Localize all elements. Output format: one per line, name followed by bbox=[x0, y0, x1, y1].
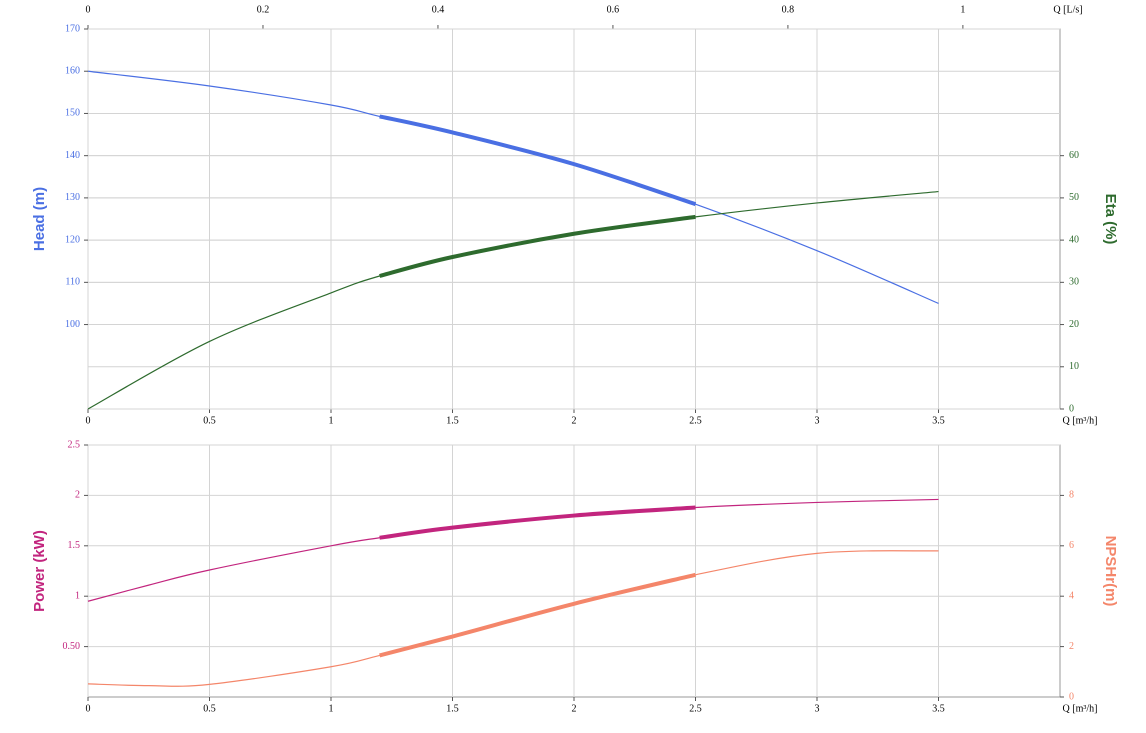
y-tick-label: 2 bbox=[75, 490, 80, 501]
x-tick-label: 3 bbox=[815, 703, 820, 714]
x-tick-label: 1 bbox=[329, 415, 334, 426]
x2-tick-label: 0 bbox=[86, 4, 91, 15]
y-tick-label: 1.5 bbox=[68, 540, 81, 551]
y-tick-label: 110 bbox=[65, 277, 80, 288]
y-axis-title: Power (kW) bbox=[31, 530, 48, 612]
y-tick-label: 100 bbox=[65, 319, 80, 330]
x-tick-label: 3.5 bbox=[932, 703, 945, 714]
operating-range-curve bbox=[379, 214, 696, 278]
x2-axis-label: Q [L/s] bbox=[1053, 4, 1082, 15]
x2-tick-label: 1 bbox=[960, 4, 965, 15]
y2-tick-label: 2 bbox=[1069, 641, 1074, 652]
y2-tick-label: 0 bbox=[1069, 691, 1074, 702]
y-tick-label: 0.50 bbox=[63, 641, 81, 652]
x2-tick-label: 0.2 bbox=[257, 4, 270, 15]
y-tick-label: 120 bbox=[65, 234, 80, 245]
x2-tick-label: 0.8 bbox=[782, 4, 795, 15]
curve bbox=[87, 190, 939, 410]
curve bbox=[87, 498, 939, 602]
curve bbox=[87, 70, 939, 304]
x-tick-label: 3 bbox=[815, 415, 820, 426]
y2-tick-label: 4 bbox=[1069, 590, 1074, 601]
y2-tick-label: 10 bbox=[1069, 361, 1079, 372]
y-tick-label: 150 bbox=[65, 108, 80, 119]
y-tick-label: 2.5 bbox=[68, 439, 81, 450]
y2-tick-label: 60 bbox=[1069, 150, 1079, 161]
x-tick-label: 2.5 bbox=[689, 415, 702, 426]
y2-tick-label: 50 bbox=[1069, 192, 1079, 203]
y-tick-label: 130 bbox=[65, 192, 80, 203]
y2-tick-label: 30 bbox=[1069, 277, 1079, 288]
y-axis-title: Head (m) bbox=[31, 187, 48, 251]
x2-tick-label: 0.6 bbox=[607, 4, 620, 15]
y2-tick-label: 8 bbox=[1069, 490, 1074, 501]
y-tick-label: 140 bbox=[65, 150, 80, 161]
x-tick-label: 3.5 bbox=[932, 415, 945, 426]
y-tick-label: 160 bbox=[65, 66, 80, 77]
y2-tick-label: 6 bbox=[1069, 540, 1074, 551]
x-tick-label: 0.5 bbox=[203, 703, 216, 714]
y2-axis-title: NPSHr(m) bbox=[1102, 536, 1119, 607]
operating-range-curve bbox=[379, 505, 696, 540]
x-tick-label: 1.5 bbox=[446, 703, 459, 714]
x-tick-label: 2 bbox=[572, 415, 577, 426]
x-tick-label: 2.5 bbox=[689, 703, 702, 714]
operating-range-curve bbox=[379, 114, 697, 207]
x2-tick-label: 0.4 bbox=[432, 4, 445, 15]
y-tick-label: 1 bbox=[75, 590, 80, 601]
y2-tick-label: 0 bbox=[1069, 403, 1074, 414]
y2-axis-title: Eta (%) bbox=[1102, 194, 1119, 245]
y2-tick-label: 40 bbox=[1069, 234, 1079, 245]
y-tick-label: 170 bbox=[65, 23, 80, 34]
x-tick-label: 0 bbox=[86, 415, 91, 426]
x-tick-label: 1 bbox=[329, 703, 334, 714]
x-tick-label: 2 bbox=[572, 703, 577, 714]
x-tick-label: 0 bbox=[86, 703, 91, 714]
operating-range-curve bbox=[379, 572, 696, 658]
x-tick-label: 1.5 bbox=[446, 415, 459, 426]
y2-tick-label: 20 bbox=[1069, 319, 1079, 330]
x-axis-label: Q [m³/h] bbox=[1063, 703, 1098, 714]
x-tick-label: 0.5 bbox=[203, 415, 216, 426]
x-axis-label: Q [m³/h] bbox=[1063, 415, 1098, 426]
